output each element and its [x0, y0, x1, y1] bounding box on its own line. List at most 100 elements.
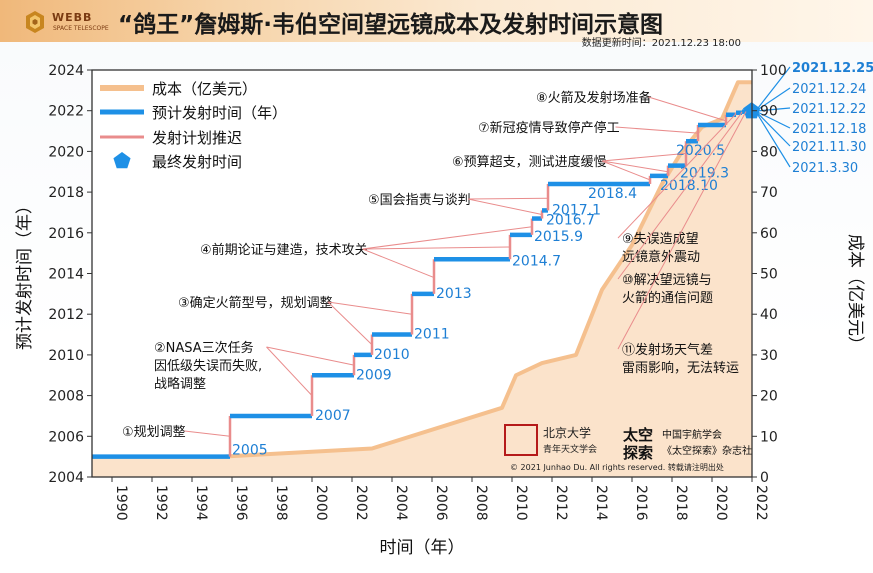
- x-tick-label: 2002: [353, 485, 369, 521]
- annotation-arrow: [601, 160, 651, 181]
- x-tick-label: 2008: [473, 485, 489, 521]
- x-tick-label: 1998: [273, 485, 289, 521]
- annotation-text: ⑪发射场天气差: [622, 342, 713, 358]
- legend-final-swatch: [113, 152, 131, 169]
- update-time: 数据更新时间：2021.12.23 18:00: [581, 38, 741, 49]
- step-label: 2013: [436, 286, 472, 302]
- step-label: 2011: [414, 327, 450, 343]
- date-callout-label: 2021.11.30: [792, 140, 866, 155]
- legend-label: 成本（亿美元）: [152, 80, 257, 98]
- step-label: 2017.1: [552, 202, 601, 218]
- copyright: © 2021 Junhao Du. All rights reserved. 转…: [510, 462, 724, 472]
- credit-csa-sub: 《太空探索》杂志社: [662, 444, 752, 457]
- y-axis-label: 预计发射时间（年）: [15, 197, 35, 350]
- step-label: 2005: [232, 443, 268, 459]
- annotation-arrow: [617, 113, 737, 239]
- y2-tick-label: 60: [760, 226, 778, 242]
- annotation-text: 火箭的通信问题: [622, 290, 713, 306]
- annotation-text: ④前期论证与建造，技术攻关: [200, 242, 368, 258]
- step-label: 2018.4: [588, 186, 637, 202]
- credit-space2: 探索: [623, 444, 653, 462]
- annotation-text: ⑧火箭及发射场准备: [536, 90, 652, 106]
- date-callout-label: 2021.12.22: [792, 102, 866, 117]
- page-title: “鸽王”詹姆斯·韦伯空间望远镜成本及发射时间示意图: [118, 12, 663, 38]
- annotation-arrow: [327, 301, 373, 346]
- annotation-text: ⑤国会指责与谈判: [368, 193, 471, 208]
- annotation-text: ⑦新冠疫情导致停产停工: [478, 120, 620, 136]
- date-callout-label: 2021.3.30: [792, 161, 858, 176]
- y-tick-label: 2020: [48, 144, 84, 160]
- date-callout-line: [755, 110, 791, 129]
- y2-tick-label: 90: [760, 104, 778, 120]
- legend-label: 预计发射时间（年）: [152, 104, 287, 122]
- annotation-arrow: [467, 198, 543, 215]
- y-tick-label: 2024: [48, 63, 84, 79]
- y-tick-label: 2008: [48, 389, 84, 405]
- y2-axis-label: 成本（亿美元）: [845, 234, 865, 353]
- annotation-arrow: [266, 346, 313, 396]
- x-tick-label: 2018: [673, 485, 689, 521]
- title-banner: WEBB SPACE TELESCOPE “鸽王”詹姆斯·韦伯空间望远镜成本及发…: [0, 0, 873, 42]
- annotation-arrow: [648, 96, 727, 122]
- date-callout-label: 2021.12.18: [792, 122, 866, 137]
- y2-tick-label: 100: [760, 63, 787, 79]
- date-callout-line: [755, 107, 791, 112]
- date-callout-line: [755, 66, 791, 112]
- y-tick-label: 2010: [48, 348, 84, 364]
- step-label: 2009: [356, 367, 392, 383]
- cost-area: [92, 82, 752, 478]
- y-tick-label: 2016: [48, 226, 84, 242]
- annotation-text: ②NASA三次任务: [154, 340, 254, 356]
- x-tick-label: 2006: [433, 485, 449, 521]
- y-tick-label: 2006: [48, 429, 84, 445]
- date-callout-line: [755, 110, 791, 168]
- x-tick-label: 1994: [193, 485, 209, 521]
- x-tick-label: 2020: [713, 485, 729, 521]
- webb-logo-icon: [26, 11, 44, 33]
- logo-name: WEBB: [52, 11, 93, 24]
- date-callout-label: 2021.12.25: [792, 61, 873, 76]
- annotation-text: 雷雨影响，无法转运: [622, 360, 739, 376]
- y2-tick-label: 80: [760, 144, 778, 160]
- legend-label: 发射计划推迟: [152, 129, 242, 147]
- x-axis-label: 时间（年）: [380, 538, 465, 558]
- x-tick-label: 2000: [313, 485, 329, 521]
- annotation-arrow: [327, 301, 413, 315]
- annotation-text: 远镜意外震动: [622, 249, 700, 265]
- credit-csa: 中国宇航学会: [662, 428, 722, 441]
- y-tick-label: 2014: [48, 267, 84, 283]
- annotation-arrow: [362, 248, 435, 279]
- step-label: 2014.7: [512, 253, 561, 269]
- annotation-arrow: [601, 152, 687, 162]
- y2-tick-label: 20: [760, 389, 778, 405]
- step-label: 2015.9: [534, 229, 583, 245]
- x-tick-label: 2004: [393, 485, 409, 521]
- y2-tick-label: 0: [760, 470, 769, 486]
- step-label: 2019.3: [680, 166, 729, 182]
- y2-tick-label: 50: [760, 267, 778, 283]
- annotation-arrow: [266, 346, 355, 366]
- x-tick-label: 2010: [513, 485, 529, 521]
- y-tick-label: 2018: [48, 185, 84, 201]
- annotation-text: ⑩解决望远镜与: [622, 272, 712, 288]
- annotation-arrow: [617, 112, 743, 280]
- y-tick-label: 2022: [48, 104, 84, 120]
- annotation-arrow: [362, 246, 511, 250]
- date-callout-line: [755, 110, 791, 147]
- date-callout-line: [755, 87, 791, 112]
- annotation-text: 因低级失误而失败,: [154, 359, 262, 374]
- annotation-arrow: [601, 160, 669, 173]
- y2-tick-label: 70: [760, 185, 778, 201]
- step-label: 2016.7: [546, 213, 595, 229]
- legend-label: 最终发射时间: [152, 153, 242, 171]
- x-tick-label: 1992: [153, 485, 169, 521]
- annotation-text: ③确定火箭型号，规划调整: [178, 295, 333, 311]
- x-tick-label: 1990: [113, 485, 129, 521]
- y2-tick-label: 10: [760, 429, 778, 445]
- credit-pku-sub: 青年天文学会: [543, 443, 597, 455]
- annotation-text: ⑨失误造成望: [622, 231, 699, 247]
- step-label: 2010: [374, 347, 410, 363]
- credit-space: 太空: [623, 426, 653, 444]
